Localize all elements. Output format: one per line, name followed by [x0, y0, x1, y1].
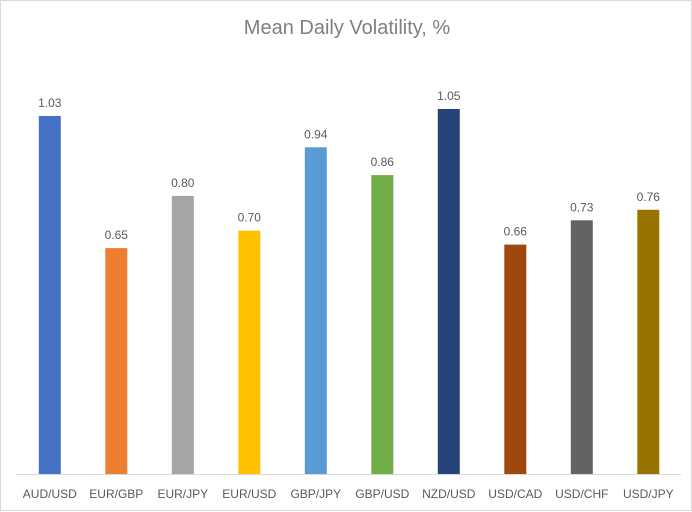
- data-label-eur-gbp: 0.65: [105, 228, 129, 242]
- bar-nzd-usd: [437, 109, 460, 474]
- data-label-gbp-jpy: 0.94: [304, 127, 328, 141]
- x-tick-label-aud-usd: AUD/USD: [23, 487, 77, 501]
- bar-aud-usd: [38, 116, 61, 474]
- bars-group: [38, 109, 660, 475]
- data-label-usd-jpy: 0.76: [637, 190, 661, 204]
- x-tick-label-nzd-usd: NZD/USD: [422, 487, 476, 501]
- data-label-aud-usd: 1.03: [38, 96, 62, 110]
- bar-gbp-usd: [371, 175, 394, 474]
- data-label-nzd-usd: 1.05: [437, 89, 461, 103]
- x-tick-label-usd-jpy: USD/JPY: [623, 487, 674, 501]
- bar-eur-jpy: [171, 195, 194, 474]
- bar-usd-chf: [570, 220, 593, 474]
- x-tick-label-gbp-usd: GBP/USD: [355, 487, 409, 501]
- x-tick-labels-group: AUD/USD EUR/GBP EUR/JPY EUR/USD GBP/JPY GBP/U…: [23, 487, 674, 501]
- x-tick-label-eur-usd: EUR/USD: [222, 487, 276, 501]
- x-tick-label-usd-cad: USD/CAD: [488, 487, 542, 501]
- bar-usd-cad: [504, 244, 527, 474]
- data-labels-group: 1.03 0.65 0.80 0.70 0.94 0.86 1.05 0.66 0.73 0.76: [38, 89, 660, 242]
- data-label-eur-usd: 0.70: [238, 211, 262, 225]
- bar-eur-gbp: [105, 248, 128, 474]
- bar-eur-usd: [238, 230, 261, 474]
- bar-usd-jpy: [637, 209, 660, 475]
- data-label-eur-jpy: 0.80: [171, 176, 195, 190]
- chart-title: Mean Daily Volatility, %: [244, 17, 451, 39]
- x-tick-label-gbp-jpy: GBP/JPY: [290, 487, 341, 501]
- x-tick-label-usd-chf: USD/CHF: [555, 487, 608, 501]
- x-tick-label-eur-jpy: EUR/JPY: [157, 487, 208, 501]
- x-tick-label-eur-gbp: EUR/GBP: [89, 487, 143, 501]
- data-label-usd-cad: 0.66: [504, 225, 528, 239]
- data-label-usd-chf: 0.73: [570, 200, 594, 214]
- bar-gbp-jpy: [304, 147, 327, 475]
- data-label-gbp-usd: 0.86: [371, 155, 395, 169]
